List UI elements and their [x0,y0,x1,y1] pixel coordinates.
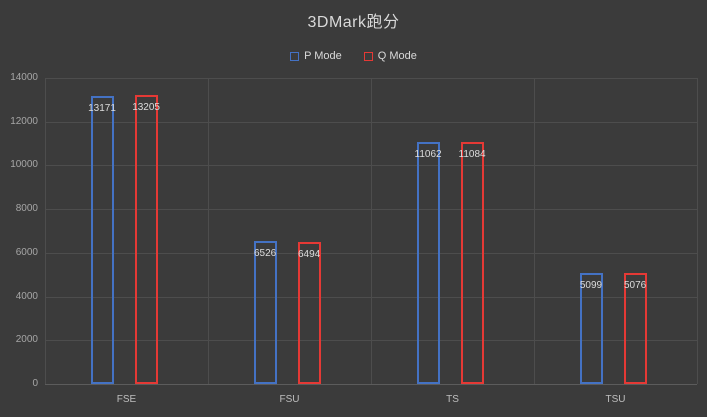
chart-title: 3DMark跑分 [307,14,400,31]
bar-q-mode-fsu[interactable] [297,242,321,384]
y-axis-tick-label: 8000 [15,203,38,215]
y-axis-tick-label: 6000 [15,246,38,258]
gridline-vertical [371,78,372,384]
legend-swatch-p-mode-icon [290,51,300,61]
y-axis-tick-label: 10000 [10,159,38,171]
gridline-vertical [45,78,46,384]
legend-item-q-mode[interactable]: Q Mode [363,50,417,62]
legend-item-p-mode[interactable]: P Mode [290,50,342,62]
legend-swatch-q-mode-icon [363,51,373,61]
bar-value-label: 13171 [88,103,116,115]
bar-p-mode-ts[interactable] [416,142,440,384]
bar-q-mode-tsu[interactable] [623,273,647,384]
bar-p-mode-fsu[interactable] [253,241,277,384]
y-axis-tick-label: 2000 [15,334,38,346]
y-axis-tick-label: 0 [32,378,38,389]
y-axis-tick-label: 12000 [10,115,38,127]
y-axis-tick-label: 4000 [15,290,38,302]
gridline-vertical [208,78,209,384]
x-axis-category-label: TSU [605,394,626,405]
bar-value-label: 6526 [253,248,277,260]
x-axis-category-label: FSE [116,394,137,405]
bar-p-mode-fse[interactable] [90,96,114,384]
x-axis-line [45,384,697,385]
legend: P Mode Q Mode [0,50,707,62]
x-axis-category-label: FSU [279,394,300,405]
legend-label-q-mode: Q Mode [377,50,417,62]
bar-value-label: 11084 [458,148,486,160]
legend-label-p-mode: P Mode [304,50,342,62]
bar-value-label: 11062 [414,149,442,161]
x-axis-category-label: TS [446,394,459,405]
y-axis-tick-label: 14000 [10,72,38,83]
bar-p-mode-tsu[interactable] [579,272,603,384]
bar-q-mode-ts[interactable] [460,141,484,384]
bar-q-mode-fse[interactable] [134,95,158,384]
bar-value-label: 5076 [623,280,647,292]
bar-value-label: 5099 [579,279,603,291]
gridline-vertical [534,78,535,384]
bar-value-label: 13205 [132,102,160,114]
bar-value-label: 6494 [297,249,321,261]
gridline-vertical [697,78,698,384]
